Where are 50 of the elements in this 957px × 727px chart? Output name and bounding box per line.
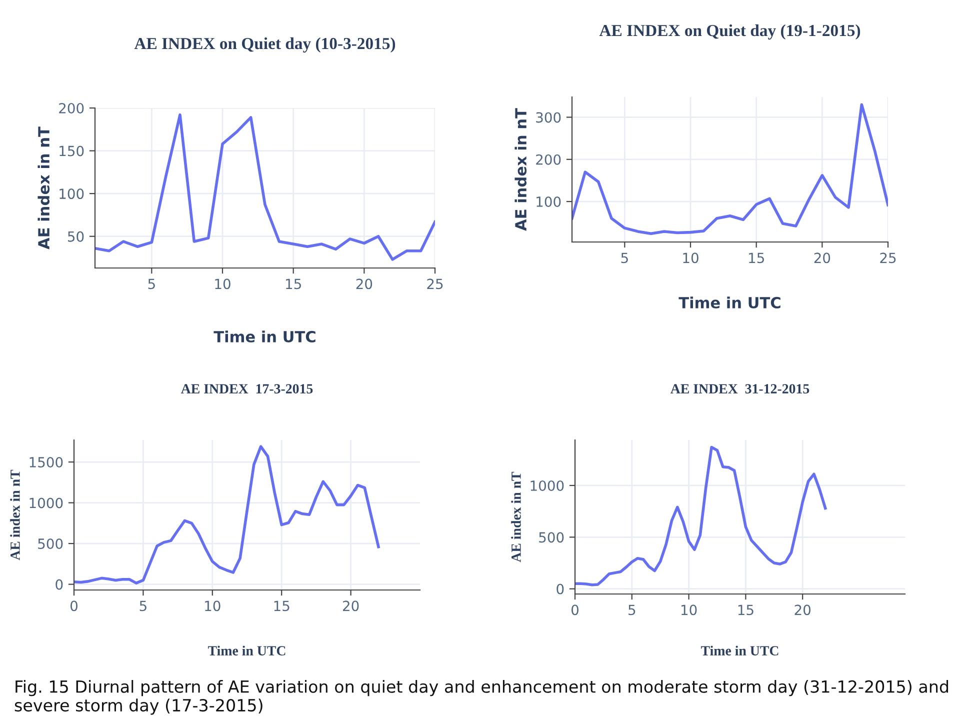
x-axis-title: Time in UTC	[214, 330, 316, 342]
x-tick-label: 15	[738, 604, 754, 616]
y-tick-label: 100	[60, 188, 84, 200]
y-tick-label: 0	[56, 579, 63, 590]
y-axis-title: AE index in nT	[514, 108, 527, 231]
y-tick-label: 0	[556, 584, 564, 594]
chart-title: AE INDEX on Quiet day (10-3-2015)	[134, 37, 396, 53]
y-tick-label: 1000	[30, 498, 63, 508]
x-tick-label: 20	[794, 604, 810, 616]
y-tick-label: 1000	[530, 480, 564, 491]
x-axis-title: Time in UTC	[208, 646, 286, 656]
line-series	[572, 103, 888, 235]
y-axis-title: AE index in nT	[10, 470, 20, 560]
x-tick-label: 25	[427, 278, 443, 290]
y-tick-label: 500	[38, 538, 63, 550]
x-tick-label: 20	[342, 600, 359, 612]
chart-title: AE INDEX 17-3-2015	[180, 384, 313, 394]
y-tick-label: 150	[60, 146, 84, 156]
line-series	[74, 445, 380, 584]
x-tick-label: 5	[148, 278, 155, 290]
x-tick-label: 15	[749, 252, 764, 264]
x-tick-label: 10	[205, 600, 220, 612]
y-tick-label: 100	[536, 196, 561, 208]
caption: Fig. 15 Diurnal pattern of AE variation on quiet day and enhancement on moderate storm day (31-12-2015) and severe storm day (17-3-2015)	[14, 680, 948, 715]
line-series	[95, 113, 435, 261]
x-tick-label: 5	[140, 600, 146, 612]
x-tick-label: 20	[356, 278, 372, 290]
y-axis-title: AE index in nT	[38, 126, 50, 250]
x-tick-label: 10	[215, 278, 230, 290]
x-tick-label: 25	[880, 252, 896, 264]
y-tick-label: 50	[68, 231, 84, 242]
y-tick-label: 1500	[30, 456, 63, 468]
y-tick-label: 200	[536, 154, 561, 165]
x-tick-label: 0	[571, 604, 578, 616]
chart-title: AE INDEX 31-12-2015	[670, 384, 810, 394]
x-axis-title: Time in UTC	[678, 296, 780, 308]
x-tick-label: 15	[274, 600, 290, 612]
x-tick-label: 10	[681, 604, 697, 616]
x-tick-label: 15	[286, 278, 301, 290]
x-tick-label: 5	[628, 604, 636, 616]
x-tick-label: 20	[814, 252, 830, 264]
line-series	[575, 446, 827, 586]
y-axis-title: AE index in nT	[511, 472, 521, 562]
x-tick-label: 10	[683, 252, 698, 264]
y-tick-label: 300	[536, 112, 561, 123]
chart-title: AE INDEX on Quiet day (19-1-2015)	[599, 24, 860, 40]
x-axis-title: Time in UTC	[700, 646, 778, 656]
x-tick-label: 5	[621, 252, 628, 264]
y-tick-label: 200	[59, 102, 84, 114]
y-tick-label: 500	[539, 532, 564, 543]
